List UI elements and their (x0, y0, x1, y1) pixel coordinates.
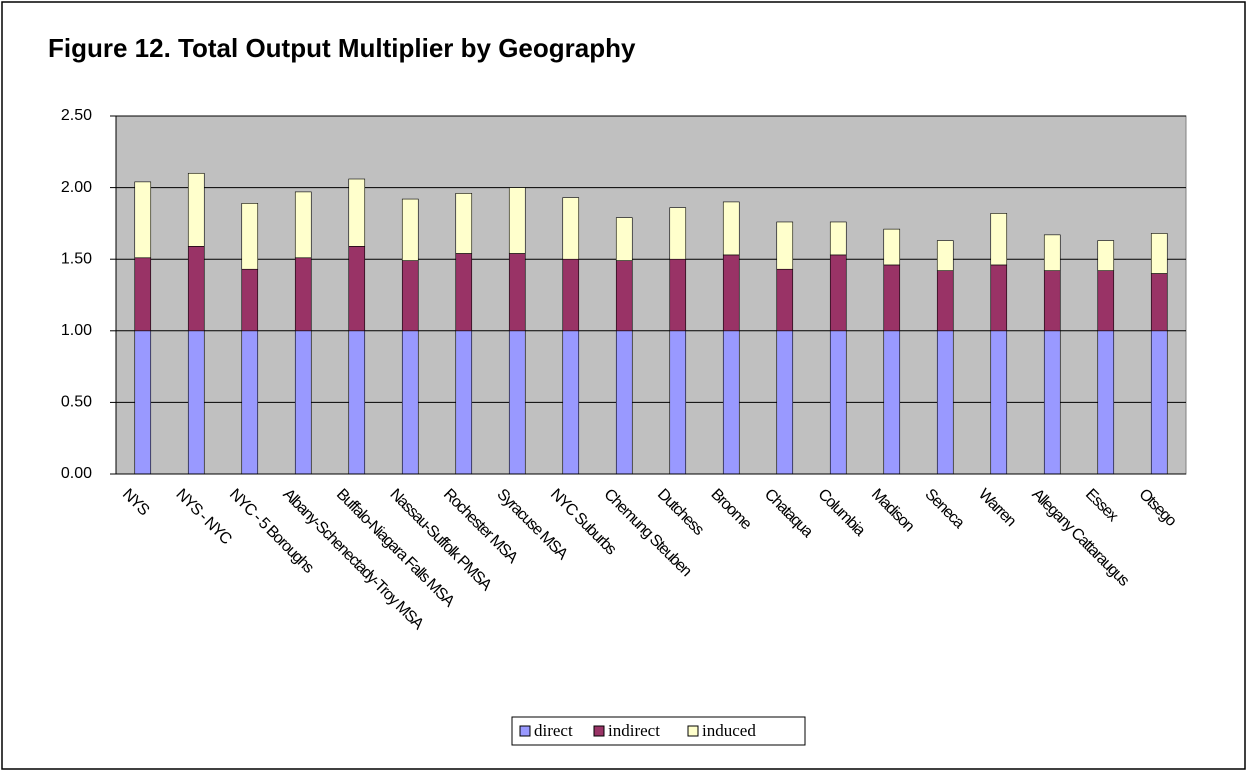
bar-segment (294, 191, 312, 259)
bar-segment (669, 330, 687, 475)
bar-segment (669, 258, 687, 332)
bar-segment (1150, 233, 1168, 274)
y-tick-label: 0.50 (61, 394, 92, 411)
bar-segment (936, 240, 954, 271)
bar-segment (562, 197, 580, 260)
bar-segment (348, 246, 366, 332)
bar-segment (722, 201, 740, 256)
legend-swatch (687, 725, 699, 737)
bar-segment (348, 330, 366, 475)
bar-segment (990, 330, 1008, 475)
bar-segment (1043, 330, 1061, 475)
bar-segment (722, 330, 740, 475)
y-tick-label: 2.00 (61, 179, 92, 196)
bar-segment (1043, 234, 1061, 271)
bar-segment (883, 330, 901, 475)
bar-segment (187, 172, 205, 247)
legend-swatch (593, 725, 605, 737)
bar-segment (829, 330, 847, 475)
bar-segment (615, 260, 633, 332)
bar-segment (990, 264, 1008, 332)
bar-segment (401, 198, 419, 261)
bar-segment (294, 330, 312, 475)
bar-segment (455, 330, 473, 475)
bar-segment (776, 330, 794, 475)
bar-segment (508, 187, 526, 254)
bar-segment (615, 330, 633, 475)
bar-segment (883, 228, 901, 266)
bar-segment (134, 257, 152, 332)
bar-segment (1150, 330, 1168, 475)
legend-swatch (519, 725, 531, 737)
bar-segment (401, 260, 419, 332)
y-tick-label: 2.50 (61, 107, 92, 124)
legend-label: direct (534, 721, 573, 740)
y-tick-label: 1.00 (61, 322, 92, 339)
bar-segment (187, 330, 205, 475)
bar-segment (669, 207, 687, 260)
bar-segment (1043, 270, 1061, 332)
bar-segment (562, 330, 580, 475)
bar-segment (134, 181, 152, 259)
legend-label: indirect (608, 721, 660, 740)
legend-box (511, 716, 806, 746)
bar-segment (829, 254, 847, 332)
y-tick-label: 1.50 (61, 250, 92, 267)
bar-segment (562, 258, 580, 332)
bar-segment (241, 268, 259, 332)
bar-segment (883, 264, 901, 332)
bar-segment (508, 330, 526, 475)
bar-segment (294, 257, 312, 332)
bar-segment (508, 253, 526, 332)
chart-title: Figure 12. Total Output Multiplier by Ge… (48, 33, 636, 63)
bar-segment (936, 330, 954, 475)
bar-segment (1097, 270, 1115, 332)
bar-segment (776, 221, 794, 270)
bar-segment (348, 178, 366, 247)
bar-segment (455, 253, 473, 332)
bar-segment (936, 270, 954, 332)
legend-label: induced (702, 721, 756, 740)
bar-segment (241, 203, 259, 270)
bar-segment (615, 217, 633, 261)
bar-segment (187, 246, 205, 332)
bar-segment (829, 221, 847, 256)
bar-segment (776, 268, 794, 332)
y-tick-label: 0.00 (61, 465, 92, 482)
bar-segment (722, 254, 740, 332)
bar-segment (241, 330, 259, 475)
bar-segment (455, 193, 473, 254)
bar-segment (134, 330, 152, 475)
plot-area (115, 115, 1187, 475)
bar-segment (990, 213, 1008, 266)
bar-segment (401, 330, 419, 475)
bar-segment (1097, 240, 1115, 271)
bar-segment (1097, 330, 1115, 475)
bar-segment (1150, 273, 1168, 332)
